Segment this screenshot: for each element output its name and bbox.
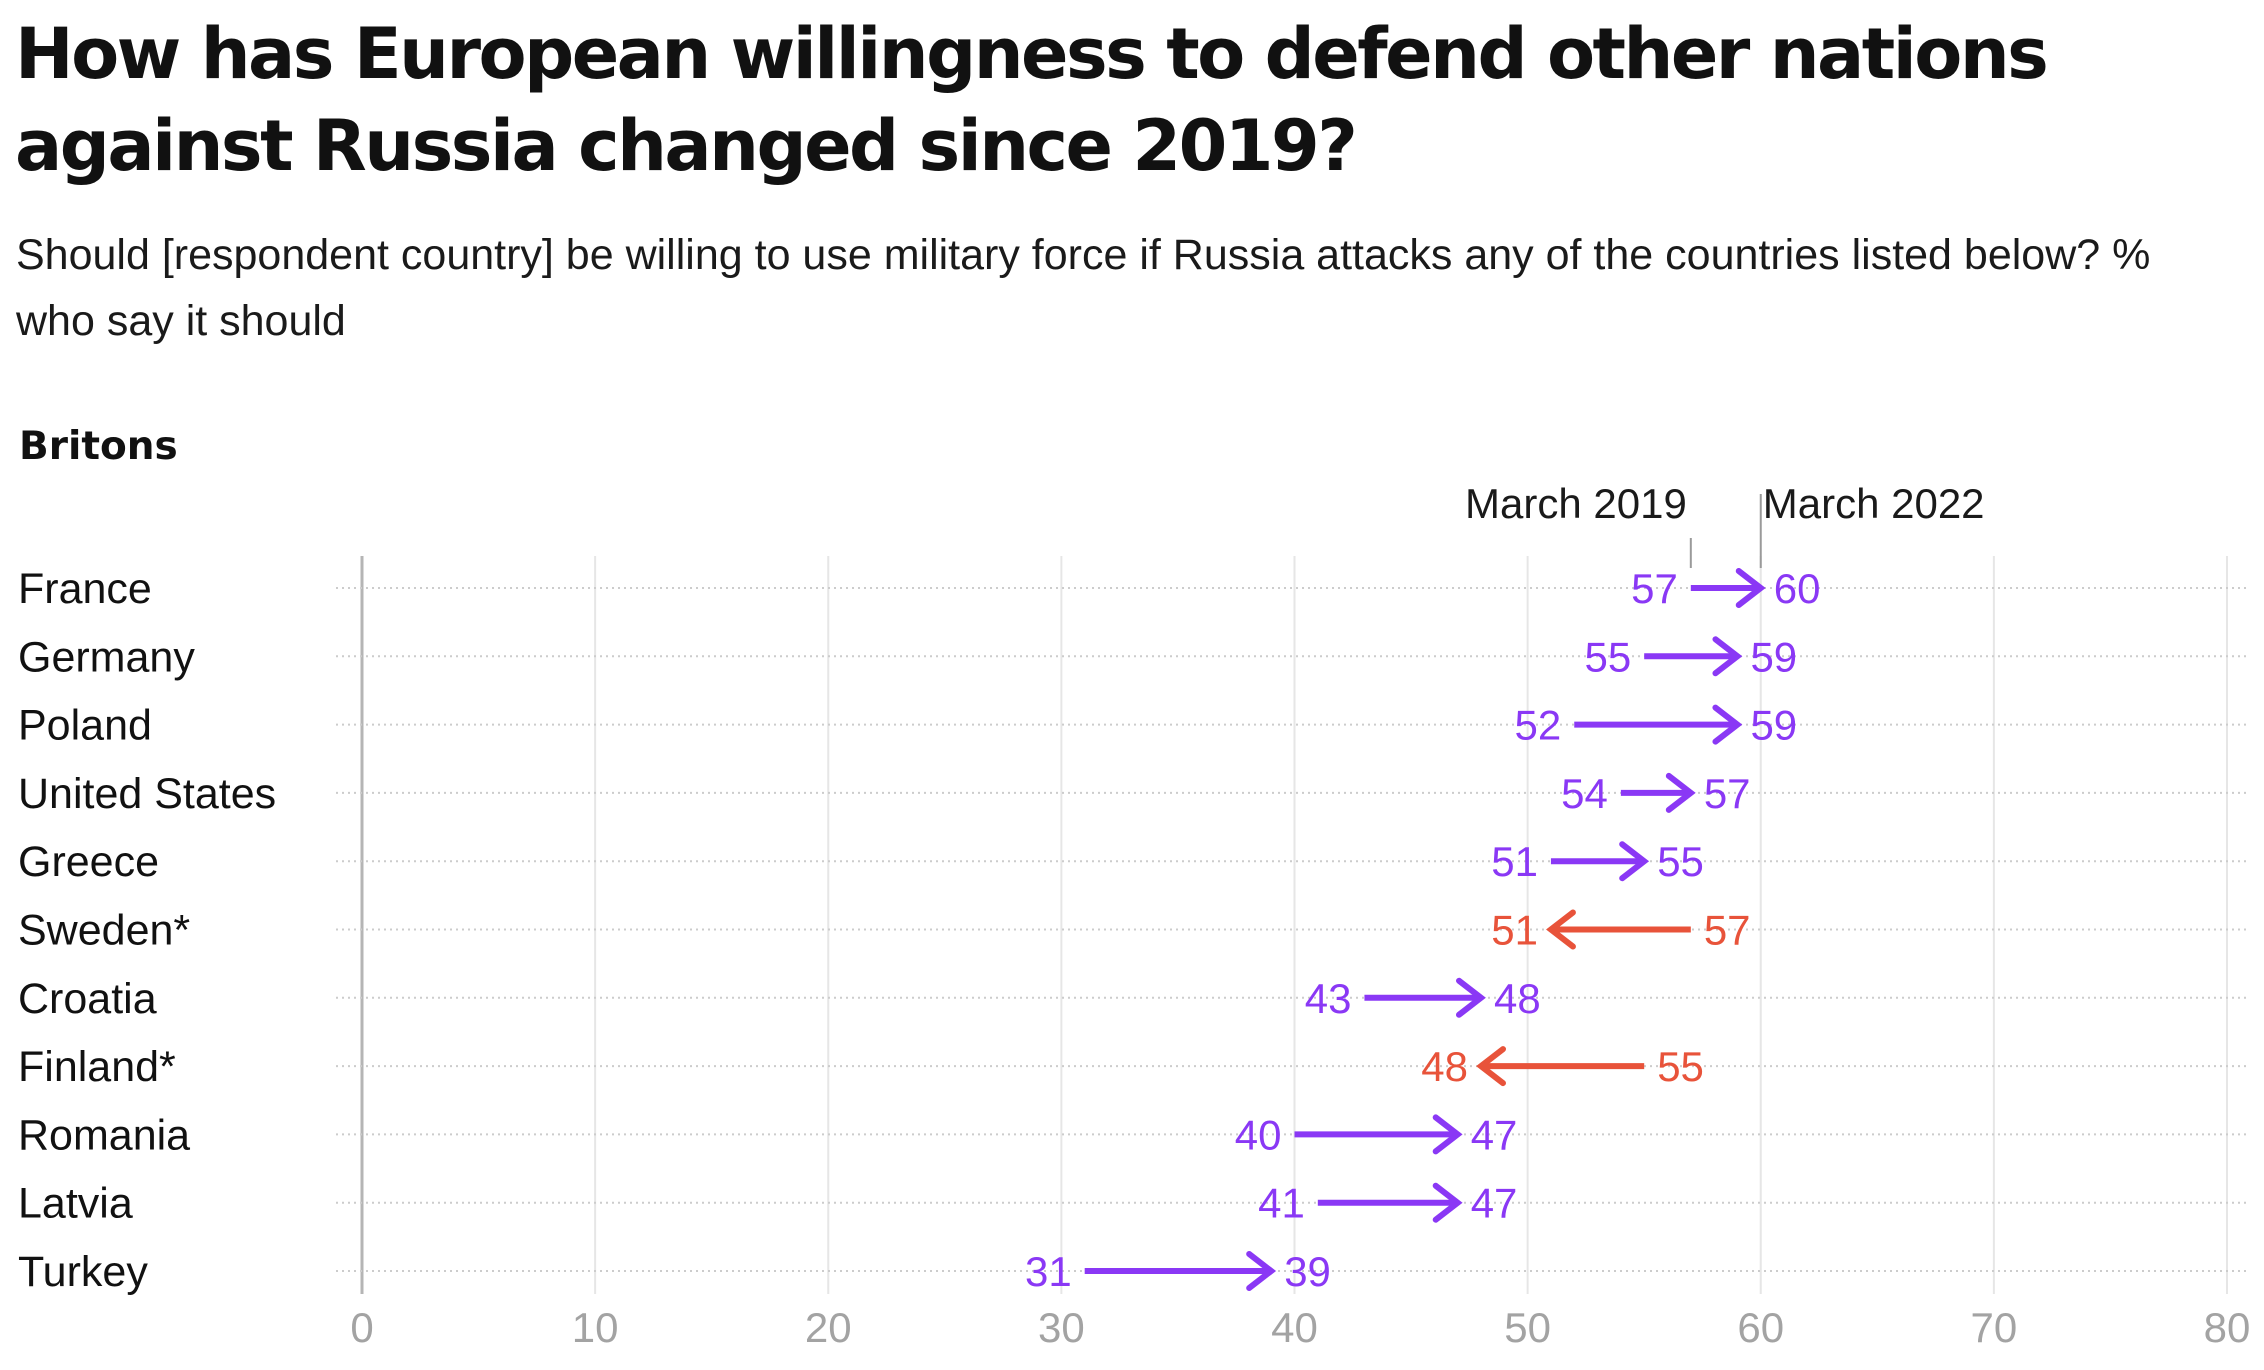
- category-label: Turkey: [18, 1248, 148, 1296]
- value-label-2022: 39: [1284, 1248, 1331, 1295]
- chart-title: How has European willingness to defend o…: [15, 13, 2049, 187]
- value-label-2019: 51: [1491, 838, 1538, 885]
- value-label-2019: 54: [1561, 770, 1608, 817]
- series-label-2022: March 2022: [1763, 480, 1985, 527]
- increase-arrow-head: [1432, 1114, 1463, 1155]
- x-tick-label: 50: [1504, 1304, 1551, 1351]
- increase-arrow-head: [1735, 568, 1766, 608]
- category-label: Croatia: [18, 975, 157, 1023]
- category-label: Finland*: [18, 1043, 176, 1091]
- increase-arrow-head: [1246, 1251, 1277, 1291]
- decrease-arrow-head: [1546, 909, 1576, 950]
- value-label-2019: 43: [1305, 975, 1352, 1022]
- series-header: March 2019 March 2022: [1465, 480, 1985, 568]
- gridlines: [360, 556, 2228, 1294]
- value-label-2019: 55: [1657, 1043, 1704, 1090]
- x-tick-label: 60: [1737, 1304, 1784, 1351]
- value-label-2019: 57: [1631, 565, 1678, 612]
- x-tick-label: 10: [572, 1304, 619, 1351]
- decrease-arrow-head: [1476, 1046, 1506, 1087]
- value-label-2022: 48: [1494, 975, 1541, 1022]
- value-label-2022: 60: [1774, 565, 1821, 612]
- value-label-2022: 59: [1750, 702, 1797, 749]
- value-label-2019: 55: [1584, 633, 1631, 680]
- value-label-2022: 51: [1491, 907, 1538, 954]
- category-label: Greece: [18, 838, 159, 886]
- panel-label: Britons: [19, 424, 178, 469]
- x-axis: 0 10 20 30 40 50 60 70 80: [350, 1304, 2250, 1351]
- increase-arrow-head: [1456, 977, 1486, 1018]
- value-label-2022: 47: [1471, 1111, 1518, 1158]
- category-labels: France Germany Poland United States Greece Sw…: [18, 565, 276, 1296]
- x-tick-label: 30: [1038, 1304, 1085, 1351]
- category-label: France: [18, 565, 152, 613]
- category-label: United States: [18, 770, 276, 818]
- arrows: [1084, 568, 1766, 1291]
- x-tick-label: 70: [1971, 1304, 2018, 1351]
- value-label-2019: 40: [1235, 1111, 1282, 1158]
- category-label: Poland: [18, 702, 152, 750]
- category-label: Sweden*: [18, 907, 190, 955]
- series-label-2019: March 2019: [1465, 480, 1687, 527]
- increase-arrow-head: [1712, 636, 1743, 677]
- increase-arrow-head: [1712, 704, 1743, 745]
- x-tick-label: 40: [1271, 1304, 1318, 1351]
- value-label-2019: 41: [1258, 1180, 1305, 1227]
- increase-arrow-head: [1432, 1182, 1463, 1223]
- value-label-2019: 57: [1704, 907, 1751, 954]
- value-label-2022: 47: [1471, 1180, 1518, 1227]
- row-guides: [336, 587, 2246, 1272]
- value-label-2022: 55: [1657, 838, 1704, 885]
- category-label: Latvia: [18, 1180, 133, 1228]
- value-label-2022: 59: [1750, 633, 1797, 680]
- value-label-2019: 52: [1515, 702, 1562, 749]
- x-tick-label: 80: [2204, 1304, 2251, 1351]
- value-label-2022: 57: [1704, 770, 1751, 817]
- x-tick-label: 0: [350, 1304, 373, 1351]
- increase-arrow-head: [1665, 772, 1696, 813]
- value-label-2022: 48: [1421, 1043, 1468, 1090]
- value-label-2019: 31: [1025, 1248, 1072, 1295]
- category-label: Romania: [18, 1111, 190, 1159]
- chart-subtitle: Should [respondent country] be willing t…: [16, 231, 2151, 345]
- x-tick-label: 20: [805, 1304, 852, 1351]
- increase-arrow-head: [1619, 841, 1650, 882]
- category-label: Germany: [18, 633, 195, 681]
